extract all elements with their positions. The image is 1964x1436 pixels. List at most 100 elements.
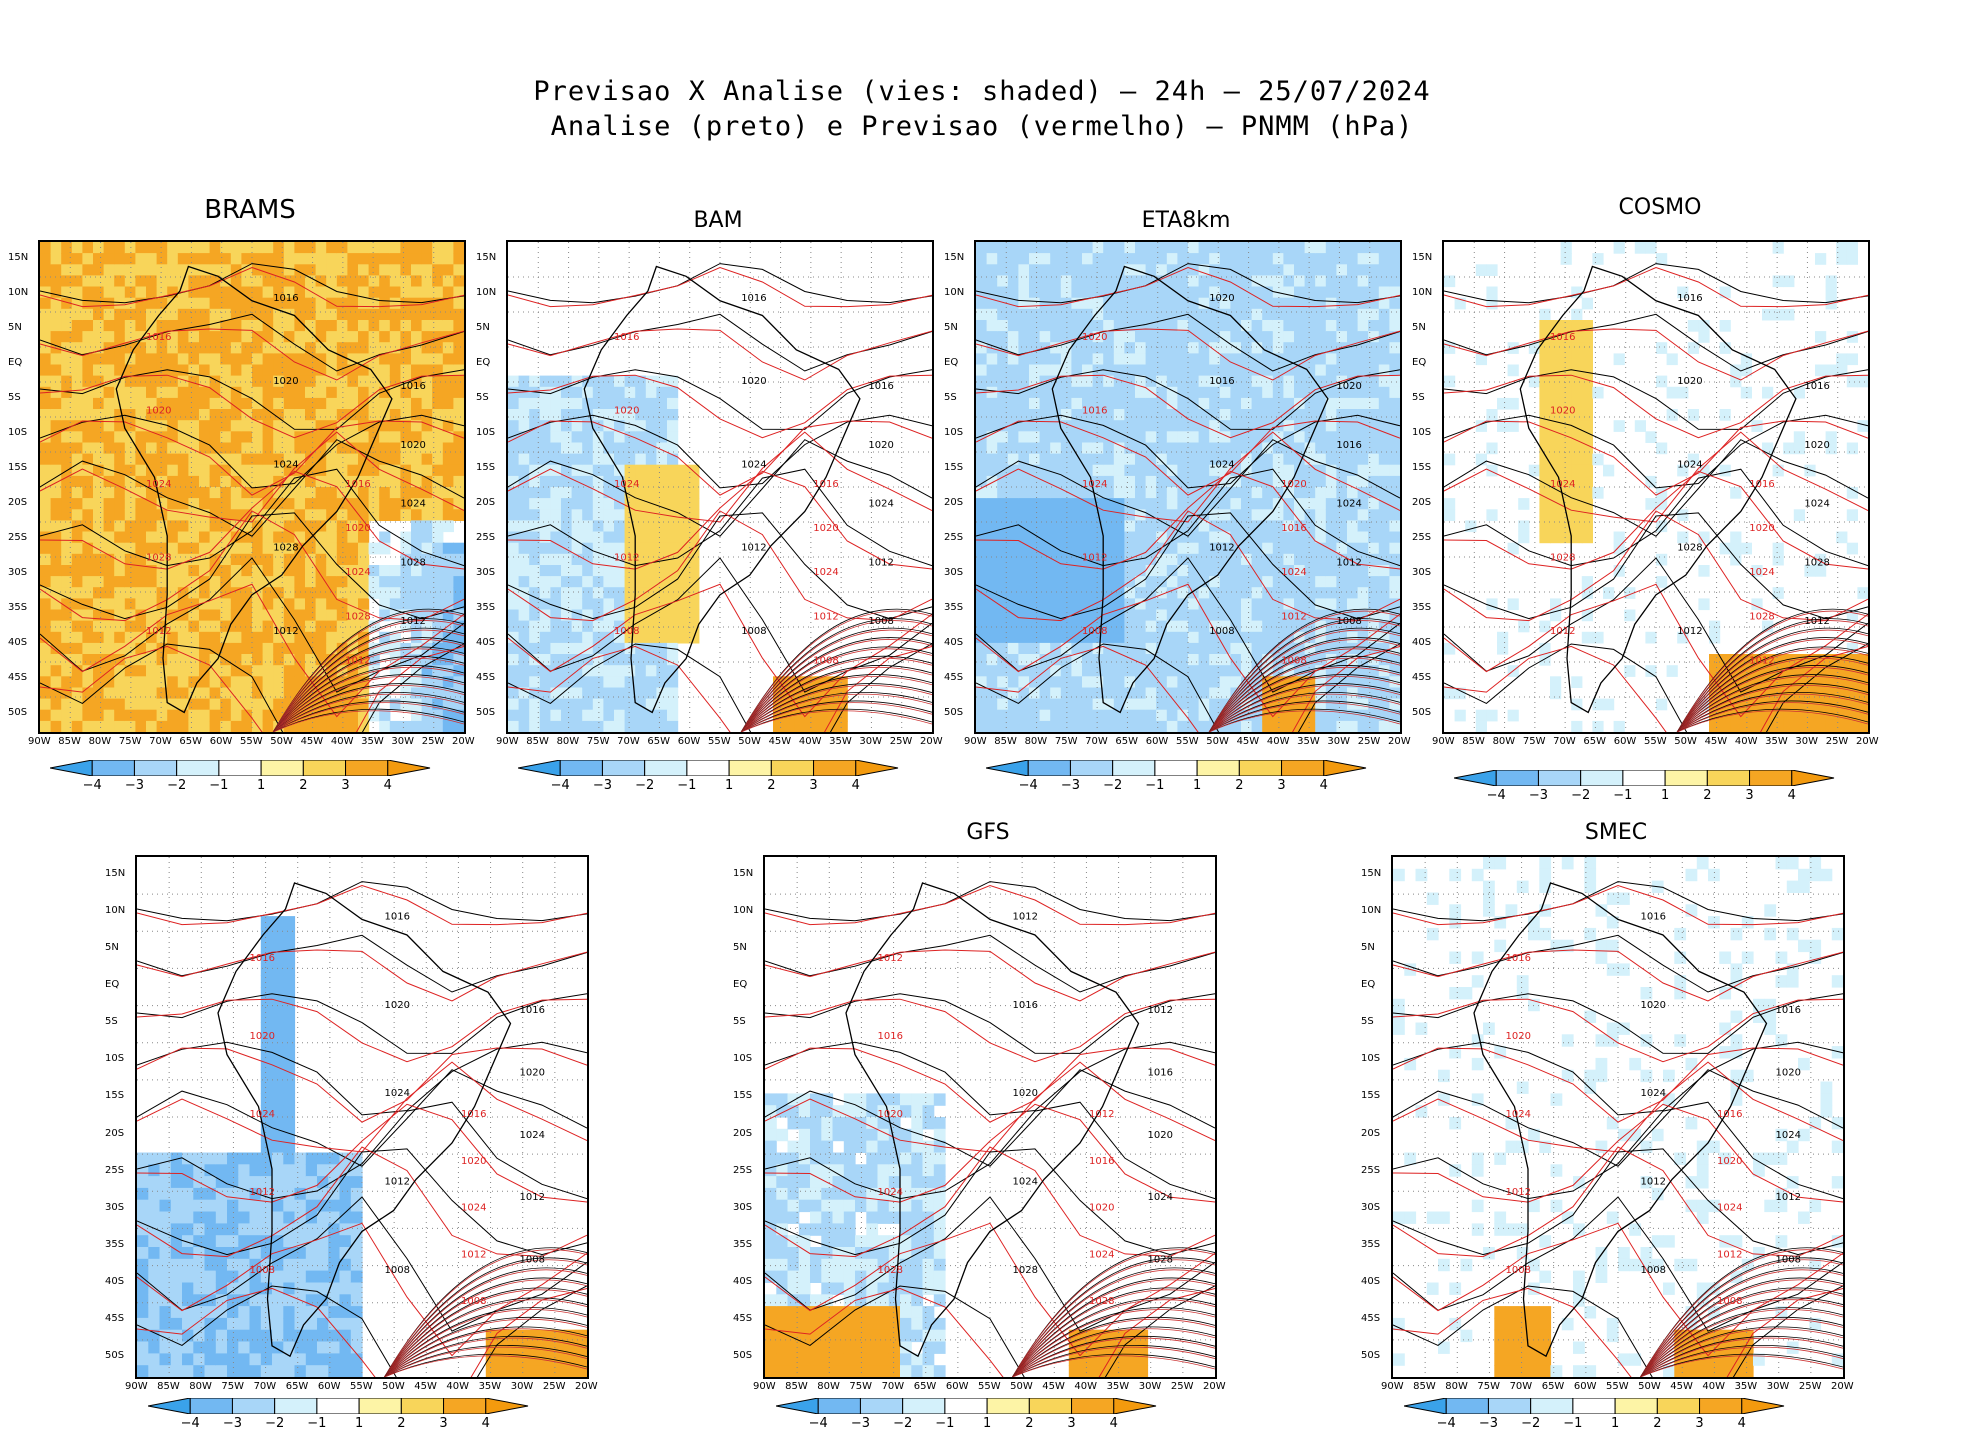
bias-cell [773, 698, 785, 711]
bias-cell [400, 531, 412, 544]
bias-cell [1272, 308, 1284, 321]
bias-cell [283, 665, 295, 677]
bias-cell [1581, 297, 1593, 310]
bias-cell [135, 453, 147, 466]
bias-cell [1050, 475, 1062, 488]
bias-cell [411, 297, 423, 310]
bias-cell [40, 654, 52, 666]
bias-cell [114, 531, 126, 544]
bias-cell [453, 409, 464, 421]
bias-cell [167, 420, 179, 432]
isobar-label: 1020 [1804, 440, 1829, 451]
bias-cell [347, 275, 359, 288]
analysis-isobar [508, 263, 932, 304]
bias-cell [220, 576, 232, 588]
bias-cell [167, 409, 179, 421]
bias-cell [389, 253, 401, 265]
bias-cell [1836, 698, 1848, 711]
bias-cell [614, 665, 626, 677]
bias-cell [1677, 531, 1689, 544]
bias-cell [1198, 364, 1210, 377]
bias-cell [114, 253, 126, 265]
forecast-isobar [508, 645, 932, 732]
bias-cell [976, 565, 988, 577]
bias-cell [421, 253, 433, 265]
bias-cell [529, 431, 541, 443]
bias-cell [82, 687, 94, 700]
bias-cell [1571, 331, 1583, 343]
bias-cell [1857, 720, 1868, 732]
bias-cell [273, 397, 285, 410]
bias-cell [156, 598, 168, 611]
bias-cell [93, 342, 105, 354]
bias-cell [252, 576, 264, 588]
bias-cell [188, 642, 200, 655]
bias-cell [305, 331, 317, 343]
bias-cell [1177, 253, 1189, 265]
bias-cell [656, 709, 668, 722]
bias-cell [305, 353, 317, 366]
bias-cell [347, 676, 359, 688]
bias-cell [1294, 364, 1306, 377]
bias-cell [1251, 665, 1263, 677]
bias-cell [442, 420, 454, 432]
bias-cell [1368, 609, 1380, 622]
bias-cell [603, 531, 615, 544]
bias-cell [156, 453, 168, 466]
bias-cell [1103, 442, 1115, 455]
bias-cell [976, 409, 988, 421]
bias-cell [82, 709, 94, 722]
bias-cell [188, 442, 200, 455]
bias-cell [1219, 275, 1231, 288]
bias-cell [1198, 487, 1210, 499]
bias-cell [50, 620, 62, 633]
bias-cell [1783, 698, 1795, 711]
isobar-label: 1016 [146, 332, 171, 343]
bias-cell [1145, 420, 1157, 432]
bias-cell [432, 320, 444, 332]
bias-cell [1135, 242, 1147, 254]
forecast-isobar [740, 666, 932, 732]
bias-cell [358, 420, 370, 432]
bias-cell [188, 420, 200, 432]
bias-cell [1762, 709, 1774, 722]
bias-cell [1018, 331, 1030, 343]
bias-cell [667, 553, 679, 566]
bias-cell [1145, 642, 1157, 655]
bias-cell [262, 709, 274, 722]
bias-cell [1050, 698, 1062, 711]
bias-cell [1156, 442, 1168, 455]
bias-cell [1007, 587, 1019, 599]
bias-cell [1294, 709, 1306, 722]
bias-cell [93, 442, 105, 455]
bias-cell [1347, 587, 1359, 599]
bias-cell [1389, 286, 1400, 299]
bias-cell [1357, 620, 1369, 633]
bias-cell [71, 631, 83, 644]
bias-cell [252, 308, 264, 321]
bias-cell [592, 420, 604, 432]
bias-cell [1486, 442, 1498, 455]
bias-cell [1304, 342, 1316, 354]
bias-cell [124, 654, 136, 666]
bias-cell [1124, 420, 1136, 432]
bias-cell [1060, 375, 1072, 388]
bias-cell [230, 709, 242, 722]
bias-cell [1124, 687, 1136, 700]
bias-cell [529, 520, 541, 533]
bias-cell [305, 642, 317, 655]
bias-cell [283, 353, 295, 366]
bias-cell [1188, 676, 1200, 688]
lat-tick-label: 45S [8, 671, 28, 683]
bias-cell [1092, 698, 1104, 711]
bias-cell [1156, 297, 1168, 310]
bias-cell [997, 375, 1009, 388]
bias-cell [688, 520, 700, 533]
bias-cell [1283, 375, 1295, 388]
bias-cell [1368, 531, 1380, 544]
bias-cell [1082, 253, 1094, 265]
bias-cell [315, 364, 327, 377]
bias-cell [656, 475, 668, 488]
bias-cell [1050, 386, 1062, 399]
bias-cell [71, 464, 83, 477]
